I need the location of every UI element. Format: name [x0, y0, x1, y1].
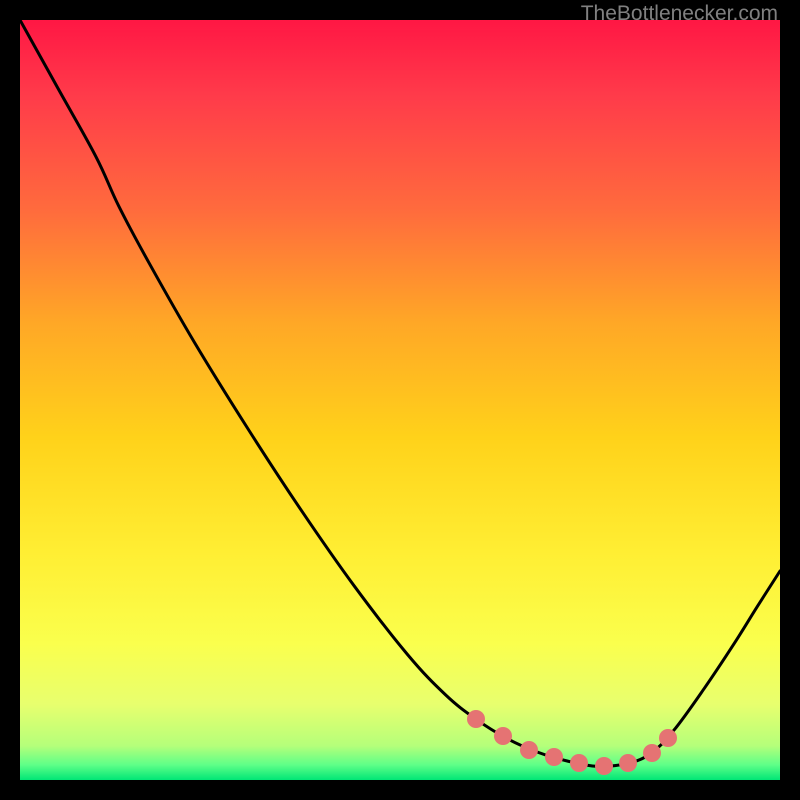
gradient-background: [20, 20, 780, 780]
attribution-text: TheBottlenecker.com: [581, 2, 778, 26]
plot-area: [20, 20, 780, 780]
